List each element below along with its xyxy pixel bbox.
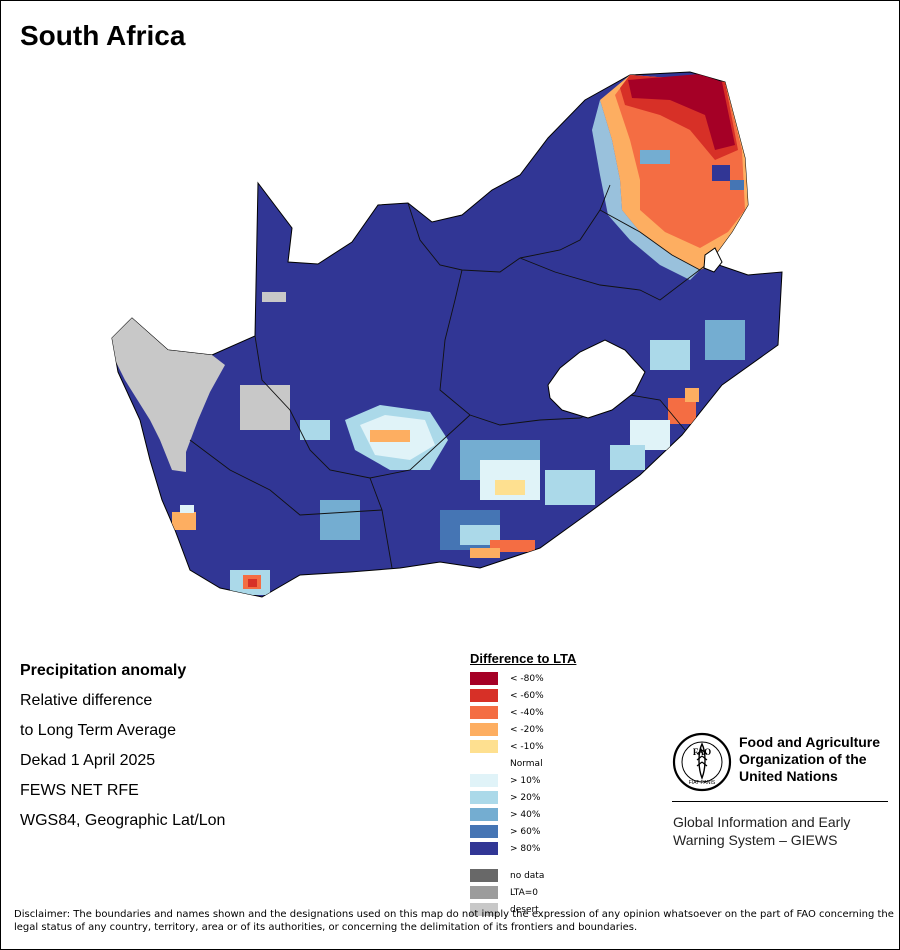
legend-label: Normal: [510, 758, 543, 769]
info-line: FEWS NET RFE: [20, 782, 139, 799]
legend-label: < -40%: [510, 707, 544, 718]
legend-swatch: [470, 672, 498, 685]
legend-swatch: [470, 825, 498, 838]
wet-patch: [650, 340, 690, 370]
wet-patch: [712, 165, 730, 181]
legend-swatch: [470, 689, 498, 702]
dry-patch: [495, 480, 525, 495]
dry-patch: [370, 430, 410, 442]
legend-item: < -20%: [470, 721, 576, 738]
dry-patch: [490, 540, 535, 552]
legend-swatch: [470, 706, 498, 719]
info-line: Relative difference: [20, 692, 153, 709]
disclaimer-text: Disclaimer: The boundaries and names sho…: [14, 909, 894, 933]
legend-item: > 40%: [470, 806, 576, 823]
dry-patch: [685, 388, 699, 402]
system-name-line: Global Information and Early: [673, 814, 851, 830]
info-line: to Long Term Average: [20, 722, 176, 739]
legend-label: no data: [510, 870, 545, 881]
wet-patch: [545, 470, 595, 505]
enclave-lesotho: [547, 339, 646, 419]
map-title: South Africa: [20, 20, 186, 51]
legend-item: > 60%: [470, 823, 576, 840]
legend-item: < -80%: [470, 670, 576, 687]
legend-label: < -80%: [510, 673, 544, 684]
precipitation-map: [111, 71, 783, 598]
desert-patch: [262, 292, 286, 302]
wet-patch: [320, 500, 360, 540]
legend-item: desert: [470, 901, 576, 918]
wet-patch: [610, 445, 645, 470]
system-name: Global Information and Early Warning Sys…: [673, 813, 850, 849]
legend-swatch: [470, 791, 498, 804]
legend-items: < -80% < -60% < -40% < -20% < -10% Normal > 10…: [470, 670, 576, 857]
province-boundaries: [189, 184, 711, 569]
legend-swatch: [470, 723, 498, 736]
desert-area: [112, 310, 225, 472]
dry-patch: [470, 548, 500, 558]
legend-title: Difference to LTA: [470, 651, 577, 666]
legend-item: > 10%: [470, 772, 576, 789]
legend-swatch: [470, 757, 498, 770]
legend-swatch: [470, 903, 498, 916]
legend-label: < -20%: [510, 724, 544, 735]
legend-label: > 60%: [510, 826, 541, 837]
legend-item: Normal: [470, 755, 576, 772]
legend-swatch: [470, 774, 498, 787]
legend-label: desert: [510, 904, 539, 915]
legend-item: LTA=0: [470, 884, 576, 901]
legend-extra-items: no data LTA=0 desert: [470, 867, 576, 918]
wet-patch: [180, 505, 194, 513]
organization-name-line: Food and Agriculture: [739, 734, 881, 750]
fao-logo-text: FAO: [693, 747, 711, 757]
legend-label: < -10%: [510, 741, 544, 752]
system-name-line: Warning System – GIEWS: [673, 832, 838, 848]
organization-name-line: Organization of the: [739, 751, 867, 767]
map-info-panel: Precipitation anomaly Relative differenc…: [20, 656, 225, 836]
info-line: Dekad 1 April 2025: [20, 752, 156, 769]
desert-patch: [245, 398, 257, 410]
legend-label: < -60%: [510, 690, 544, 701]
legend-item: > 20%: [470, 789, 576, 806]
organization-name-line: United Nations: [739, 768, 838, 784]
legend-swatch: [470, 842, 498, 855]
legend-label: > 10%: [510, 775, 541, 786]
legend-label: > 40%: [510, 809, 541, 820]
legend-label: > 80%: [510, 843, 541, 854]
legend-label: > 20%: [510, 792, 541, 803]
legend-swatch: [470, 808, 498, 821]
legend-item: < -10%: [470, 738, 576, 755]
dry-patch-core: [248, 579, 257, 587]
legend-swatch: [470, 869, 498, 882]
anomaly-northeast-extreme: [628, 74, 735, 150]
wet-margin-northeast: [592, 100, 700, 280]
legend-item: > 80%: [470, 840, 576, 857]
wet-patch: [640, 150, 670, 164]
legend-swatch: [470, 740, 498, 753]
info-line: WGS84, Geographic Lat/Lon: [20, 812, 226, 829]
map-legend: Difference to LTA < -80% < -60% < -40% < -2…: [470, 651, 576, 918]
wet-patch: [730, 180, 744, 190]
legend-item: < -60%: [470, 687, 576, 704]
legend-label: LTA=0: [510, 887, 538, 898]
organization-name: Food and Agriculture Organization of the…: [739, 734, 880, 785]
dry-patch: [668, 398, 696, 424]
legend-item: < -40%: [470, 704, 576, 721]
enclave-eswatini: [703, 247, 723, 273]
divider: [672, 801, 888, 802]
wet-patch: [705, 320, 745, 360]
wet-patch: [300, 420, 330, 440]
info-heading: Precipitation anomaly: [20, 662, 187, 679]
fao-logo-motto: FIAT PANIS: [689, 780, 716, 786]
legend-swatch: [470, 886, 498, 899]
legend-item: no data: [470, 867, 576, 884]
fao-logo-icon: FAO FIAT PANIS: [672, 732, 732, 792]
dry-patch: [172, 512, 196, 530]
